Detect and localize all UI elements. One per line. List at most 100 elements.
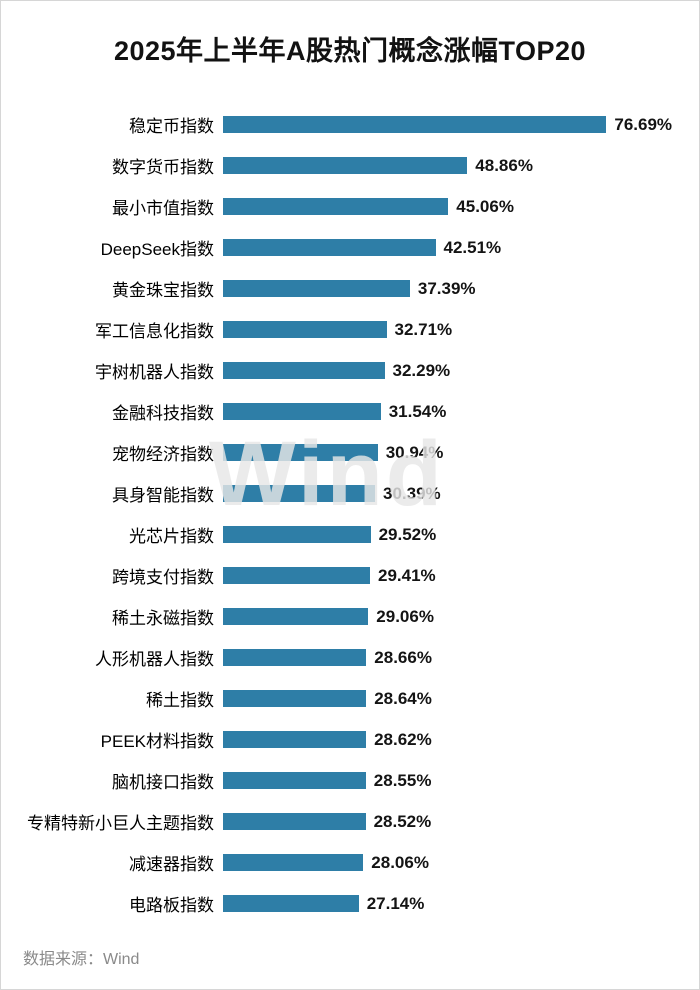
bar-value: 28.55% bbox=[373, 770, 432, 790]
bar bbox=[223, 280, 410, 297]
bar bbox=[223, 731, 367, 748]
bar bbox=[223, 567, 370, 584]
chart-row: 黄金珠宝指数 37.39% bbox=[1, 268, 699, 309]
bar-value: 45.06% bbox=[456, 196, 514, 216]
bar-value: 29.52% bbox=[378, 524, 437, 544]
bar-label: 稀土永磁指数 bbox=[112, 609, 214, 628]
bar-track: 28.06% bbox=[223, 853, 699, 873]
bar-value: 29.41% bbox=[378, 565, 436, 585]
bar-label: 专精特新小巨人主题指数 bbox=[27, 814, 214, 833]
bar-track: 28.52% bbox=[223, 812, 699, 832]
bar bbox=[223, 403, 381, 420]
bar-track: 30.39% bbox=[223, 484, 699, 504]
bar bbox=[223, 198, 449, 215]
bar bbox=[223, 485, 375, 502]
bar-track: 48.86% bbox=[223, 156, 699, 176]
chart-row: 人形机器人指数 28.66% bbox=[1, 637, 699, 678]
bar-track: 29.06% bbox=[223, 607, 699, 627]
bar bbox=[223, 321, 387, 338]
bar-label: 减速器指数 bbox=[129, 855, 214, 874]
bar-label: 黄金珠宝指数 bbox=[112, 281, 214, 300]
chart-row: 金融科技指数 31.54% bbox=[1, 391, 699, 432]
bar-value: 29.06% bbox=[376, 606, 434, 626]
chart-row: 电路板指数 27.14% bbox=[1, 883, 699, 924]
bar-track: 32.29% bbox=[223, 361, 699, 381]
chart-row: 跨境支付指数 29.41% bbox=[1, 555, 699, 596]
bar-rows: 稳定币指数 76.69% 数字货币指数 48.86% 最小市值指数 45.06% DeepS… bbox=[1, 104, 699, 924]
bar-label: 人形机器人指数 bbox=[95, 650, 214, 669]
bar-track: 30.94% bbox=[223, 443, 699, 463]
chart-row: 数字货币指数 48.86% bbox=[1, 145, 699, 186]
bar-track: 29.41% bbox=[223, 566, 699, 586]
bar-track: 37.39% bbox=[223, 279, 699, 299]
chart-row: 军工信息化指数 32.71% bbox=[1, 309, 699, 350]
bar-track: 45.06% bbox=[223, 197, 699, 217]
bar bbox=[223, 239, 436, 256]
bar-value: 28.62% bbox=[374, 729, 432, 749]
chart-row: 宇树机器人指数 32.29% bbox=[1, 350, 699, 391]
bar-label: 光芯片指数 bbox=[129, 527, 214, 546]
bar bbox=[223, 608, 369, 625]
bar-label: 数字货币指数 bbox=[112, 158, 214, 177]
bar-track: 76.69% bbox=[223, 115, 699, 135]
chart-row: 专精特新小巨人主题指数 28.52% bbox=[1, 801, 699, 842]
chart-title: 2025年上半年A股热门概念涨幅TOP20 bbox=[113, 36, 587, 66]
bar-track: 27.14% bbox=[223, 894, 699, 914]
bar-value: 31.54% bbox=[388, 401, 447, 421]
bar bbox=[223, 526, 371, 543]
bar-track: 32.71% bbox=[223, 320, 699, 340]
bar-track: 29.52% bbox=[223, 525, 699, 545]
bar bbox=[223, 116, 607, 133]
bar-label: 金融科技指数 bbox=[112, 404, 214, 423]
bar-label: 电路板指数 bbox=[129, 896, 214, 915]
bar-label: DeepSeek指数 bbox=[100, 240, 214, 259]
bar-value: 42.51% bbox=[443, 237, 502, 257]
bar-value: 30.39% bbox=[383, 483, 441, 503]
bar bbox=[223, 649, 367, 666]
chart-row: 最小市值指数 45.06% bbox=[1, 186, 699, 227]
bar-label: 宇树机器人指数 bbox=[95, 363, 214, 382]
bar bbox=[223, 690, 367, 707]
chart-row: 稳定币指数 76.69% bbox=[1, 104, 699, 145]
bar-track: 28.62% bbox=[223, 730, 699, 750]
bar-track: 31.54% bbox=[223, 402, 699, 422]
bar-value: 30.94% bbox=[385, 442, 444, 462]
chart-row: PEEK材料指数 28.62% bbox=[1, 719, 699, 760]
bar-label: 宠物经济指数 bbox=[112, 445, 214, 464]
chart-row: 稀土永磁指数 29.06% bbox=[1, 596, 699, 637]
bar-value: 76.69% bbox=[614, 114, 673, 134]
bar bbox=[223, 854, 364, 871]
bar-value: 28.64% bbox=[374, 688, 432, 708]
data-source-label: 数据来源：Wind bbox=[23, 951, 140, 968]
bar-label: 跨境支付指数 bbox=[112, 568, 214, 587]
bar-value: 32.29% bbox=[392, 360, 451, 380]
chart-row: 宠物经济指数 30.94% bbox=[1, 432, 699, 473]
bar-chart: Wind 稳定币指数 76.69% 数字货币指数 48.86% 最小市值指数 45.06%… bbox=[1, 104, 699, 924]
bar bbox=[223, 895, 359, 912]
bar-label: 具身智能指数 bbox=[112, 486, 214, 505]
bar-value: 48.86% bbox=[475, 155, 533, 175]
bar-label: 脑机接口指数 bbox=[112, 773, 214, 792]
chart-row: 光芯片指数 29.52% bbox=[1, 514, 699, 555]
chart-row: 稀土指数 28.64% bbox=[1, 678, 699, 719]
chart-row: 具身智能指数 30.39% bbox=[1, 473, 699, 514]
bar-label: 稀土指数 bbox=[146, 691, 214, 710]
bar-track: 28.66% bbox=[223, 648, 699, 668]
bar bbox=[223, 813, 366, 830]
bar-value: 27.14% bbox=[366, 893, 425, 913]
bar-value: 37.39% bbox=[417, 278, 476, 298]
bar bbox=[223, 362, 385, 379]
bar-track: 28.64% bbox=[223, 689, 699, 709]
bar-track: 28.55% bbox=[223, 771, 699, 791]
bar-label: PEEK材料指数 bbox=[100, 732, 214, 751]
bar-label: 最小市值指数 bbox=[112, 199, 214, 218]
bar bbox=[223, 444, 378, 461]
bar-label: 稳定币指数 bbox=[129, 117, 214, 136]
bar-value: 28.06% bbox=[371, 852, 429, 872]
bar-track: 42.51% bbox=[223, 238, 699, 258]
bar-label: 军工信息化指数 bbox=[95, 322, 214, 341]
chart-row: 减速器指数 28.06% bbox=[1, 842, 699, 883]
chart-row: 脑机接口指数 28.55% bbox=[1, 760, 699, 801]
bar bbox=[223, 157, 468, 174]
